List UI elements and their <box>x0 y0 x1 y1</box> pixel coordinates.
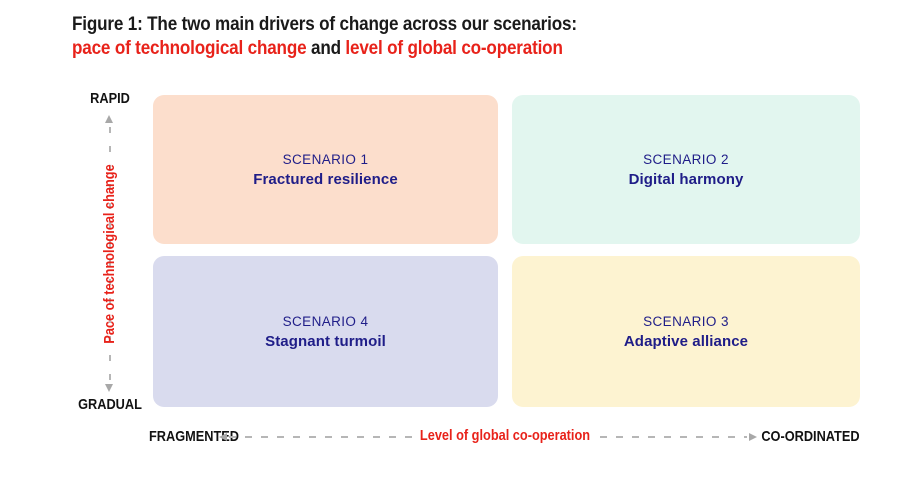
y-axis-caption: Pace of technological change <box>102 164 118 344</box>
arrow-right-tip-icon <box>749 432 757 441</box>
arrow-left-tip-icon <box>219 432 227 441</box>
scenario-3-name: Adaptive alliance <box>623 332 749 350</box>
quadrant-scenario-3: SCENARIO 3 Adaptive alliance <box>512 256 860 407</box>
y-axis-bottom-label: GRADUAL <box>78 396 142 413</box>
scenario-2-label: SCENARIO 2 <box>643 151 729 167</box>
title-connector: and <box>306 38 346 59</box>
y-axis-top-label: RAPID <box>90 90 130 107</box>
figure-title-line1: Figure 1: The two main drivers of change… <box>72 14 577 35</box>
scenario-2-name: Digital harmony <box>628 170 744 188</box>
x-axis-left-label: FRAGMENTED <box>149 428 239 445</box>
x-axis-arrow-left-icon <box>219 432 412 441</box>
scenario-4-label: SCENARIO 4 <box>282 313 369 329</box>
scenario-4-name: Stagnant turmoil <box>265 332 386 350</box>
arrow-right-dashes <box>600 435 747 438</box>
x-axis-caption: Level of global co-operation <box>419 428 591 444</box>
figure-title-line2: pace of technological change and level o… <box>72 37 577 61</box>
y-axis-arrow-down-icon <box>105 384 113 392</box>
quadrant-scenario-1: SCENARIO 1 Fractured resilience <box>153 95 498 244</box>
quadrant-scenario-2: SCENARIO 2 Digital harmony <box>512 95 860 244</box>
arrow-left-dashes <box>229 435 412 438</box>
y-axis-arrow-up-icon <box>105 115 113 123</box>
scenario-1-name: Fractured resilience <box>253 170 398 188</box>
quadrant-scenario-4: SCENARIO 4 Stagnant turmoil <box>153 256 498 407</box>
scenario-1-label: SCENARIO 1 <box>282 151 369 167</box>
title-driver-pace: pace of technological change <box>72 38 307 59</box>
x-axis-right-label: CO-ORDINATED <box>761 428 860 445</box>
figure-title: Figure 1: The two main drivers of change… <box>72 13 577 61</box>
y-axis-dashed-line <box>109 127 111 381</box>
scenario-3-label: SCENARIO 3 <box>643 313 729 329</box>
x-axis-arrow-right-icon <box>600 432 757 441</box>
title-driver-cooperation: level of global co-operation <box>345 38 563 59</box>
